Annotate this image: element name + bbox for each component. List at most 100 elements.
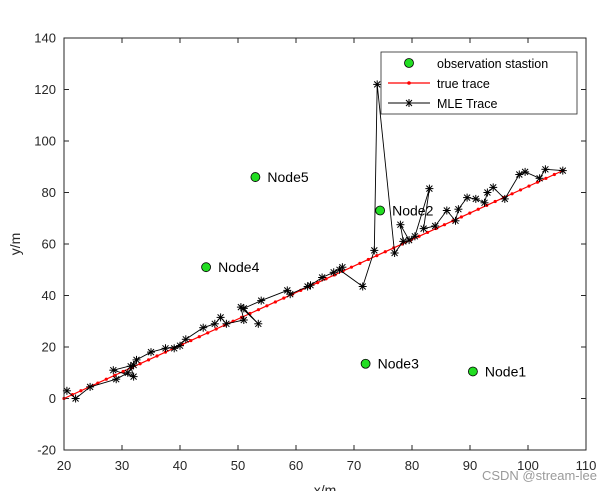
observation-stations-series: Node1 Node2 Node3 Node4 Node5 bbox=[201, 169, 526, 379]
true-trace-point bbox=[273, 300, 277, 304]
true-trace-point bbox=[468, 211, 472, 215]
mle-trace-point bbox=[373, 80, 382, 89]
true-trace-point bbox=[206, 331, 210, 335]
mle-trace-point bbox=[431, 222, 440, 230]
station-marker bbox=[467, 366, 478, 377]
mle-trace-point bbox=[471, 194, 480, 203]
y-tick-label: 20 bbox=[42, 340, 56, 355]
mle-trace-point bbox=[239, 316, 248, 324]
true-trace-point bbox=[493, 199, 497, 204]
mle-trace-point bbox=[390, 249, 399, 257]
station-label: Node3 bbox=[378, 356, 419, 372]
mle-trace-point bbox=[161, 344, 170, 353]
true-trace-point bbox=[366, 257, 370, 262]
mle-trace-point bbox=[483, 188, 492, 197]
x-tick-label: 100 bbox=[517, 458, 539, 473]
station-marker bbox=[375, 205, 386, 216]
true-trace-point bbox=[104, 377, 108, 381]
true-trace-point bbox=[358, 261, 362, 265]
true-trace-point bbox=[518, 188, 523, 192]
true-trace-point bbox=[189, 338, 193, 343]
mle-trace-point bbox=[451, 216, 460, 225]
true-trace-point bbox=[214, 327, 218, 331]
true-trace-point bbox=[265, 304, 269, 308]
legend-mle-label: MLE Trace bbox=[437, 97, 497, 111]
mle-trace-series bbox=[62, 80, 567, 403]
mle-trace-point bbox=[199, 323, 208, 332]
true-trace-point bbox=[459, 215, 463, 219]
mle-trace-point bbox=[303, 282, 312, 291]
y-tick-label: 120 bbox=[34, 82, 56, 97]
mle-trace-point bbox=[405, 236, 414, 245]
x-tick-label: 40 bbox=[173, 458, 187, 473]
mle-trace-point bbox=[558, 166, 567, 175]
true-trace-point bbox=[417, 234, 421, 238]
legend-station-marker bbox=[404, 58, 414, 68]
station-label: Node4 bbox=[218, 259, 259, 275]
true-trace-point bbox=[282, 296, 286, 300]
true-trace-point bbox=[96, 381, 100, 385]
mle-trace-point bbox=[147, 348, 155, 357]
true-trace-point bbox=[121, 369, 125, 374]
watermark: CSDN @stream-lee bbox=[481, 468, 597, 483]
true-trace-point bbox=[155, 354, 159, 358]
true-trace-point bbox=[552, 172, 556, 177]
x-axis-label: x/m bbox=[314, 482, 337, 491]
mle-trace-point bbox=[170, 344, 179, 353]
true-trace-point bbox=[383, 250, 387, 254]
mle-trace-point bbox=[112, 375, 121, 384]
mle-trace-point bbox=[489, 183, 498, 192]
mle-trace-point bbox=[132, 355, 141, 364]
mle-trace-point bbox=[521, 167, 530, 176]
mle-trace-point bbox=[286, 290, 295, 299]
mle-trace-point bbox=[358, 282, 367, 291]
true-trace-point bbox=[442, 223, 447, 227]
x-tick-label: 90 bbox=[463, 458, 477, 473]
y-tick-label: 100 bbox=[34, 134, 56, 149]
true-trace-point bbox=[256, 308, 261, 312]
station-label: Node2 bbox=[392, 203, 433, 219]
station-label: Node1 bbox=[485, 363, 526, 379]
x-tick-label: 110 bbox=[576, 458, 597, 473]
mle-trace-point bbox=[318, 273, 327, 282]
x-tick-label: 30 bbox=[115, 458, 129, 473]
y-tick-label: 0 bbox=[49, 391, 56, 406]
mle-trace-point bbox=[454, 205, 463, 214]
mle-trace-point bbox=[370, 246, 379, 255]
mle-trace-point bbox=[399, 237, 408, 246]
true-trace-point bbox=[197, 335, 201, 339]
y-axis-label: y/m bbox=[7, 233, 23, 256]
mle-trace-point bbox=[257, 296, 266, 305]
mle-trace-point bbox=[181, 335, 190, 344]
true-trace-point bbox=[476, 207, 480, 211]
mle-trace-point bbox=[210, 319, 219, 328]
legend-true-label: true trace bbox=[437, 77, 490, 91]
true-trace-point bbox=[535, 180, 540, 184]
mle-trace-point bbox=[86, 382, 95, 391]
x-tick-label: 20 bbox=[57, 458, 71, 473]
legend-station-label: observation stastion bbox=[437, 57, 548, 71]
mle-trace-point bbox=[396, 220, 405, 229]
station-marker bbox=[360, 358, 371, 369]
x-tick-label: 70 bbox=[347, 458, 361, 473]
mle-trace-point bbox=[500, 194, 509, 203]
true-trace-point bbox=[544, 176, 548, 180]
legend-mle-marker bbox=[405, 99, 413, 107]
y-axis-ticks: -20 0 20 40 60 80 100 120 140 bbox=[34, 31, 586, 458]
mle-trace-point bbox=[541, 165, 550, 174]
legend-true-marker bbox=[407, 81, 411, 85]
true-trace-point bbox=[510, 192, 514, 196]
mle-trace-point bbox=[254, 319, 263, 328]
mle-trace-point bbox=[216, 313, 225, 322]
mle-trace-point bbox=[335, 265, 344, 274]
station-marker bbox=[250, 172, 261, 182]
mle-trace-point bbox=[419, 224, 428, 233]
y-tick-label: 40 bbox=[42, 288, 56, 303]
y-tick-label: 140 bbox=[34, 31, 56, 46]
mle-trace-point bbox=[463, 193, 472, 202]
mle-trace-point bbox=[535, 174, 544, 183]
true-trace-point bbox=[349, 265, 354, 269]
true-trace-point bbox=[146, 358, 151, 362]
x-tick-label: 60 bbox=[289, 458, 303, 473]
